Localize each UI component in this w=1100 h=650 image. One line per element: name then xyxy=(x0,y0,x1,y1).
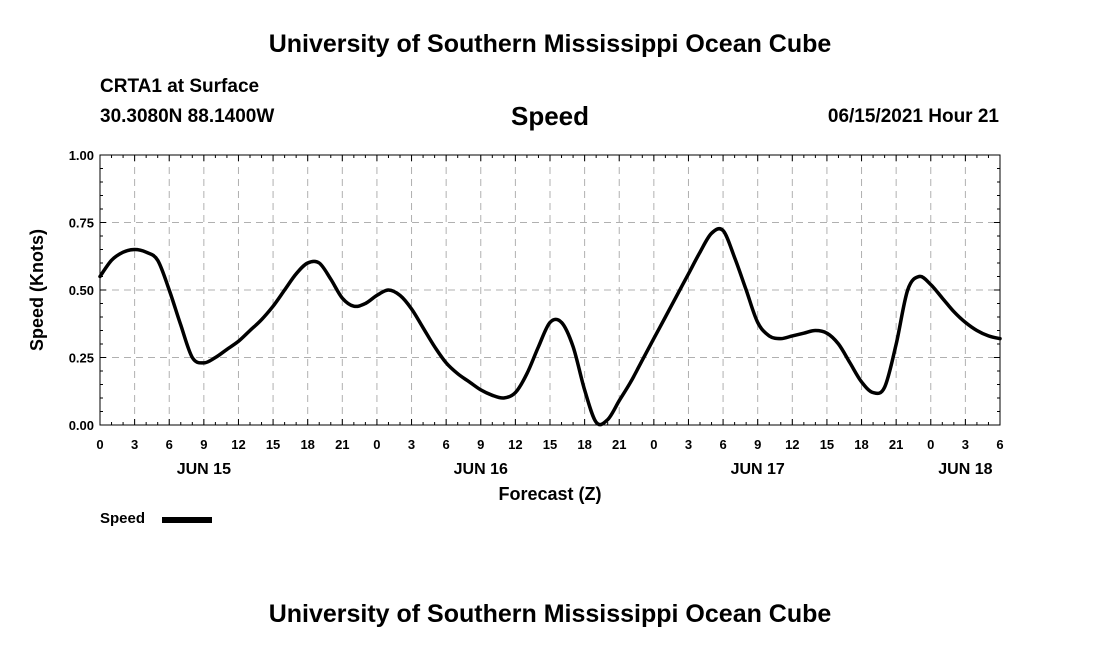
x-tick-label: 3 xyxy=(962,437,969,452)
x-tick-label: 15 xyxy=(266,437,280,452)
x-tick-label: 6 xyxy=(719,437,726,452)
x-tick-label: 21 xyxy=(335,437,349,452)
date-label: JUN 18 xyxy=(938,461,992,478)
y-tick-label: 1.00 xyxy=(69,148,94,163)
tick-layer xyxy=(99,154,1001,426)
x-axis-label: Forecast (Z) xyxy=(498,484,601,504)
x-tick-label: 0 xyxy=(927,437,934,452)
forecast-datetime: 06/15/2021 Hour 21 xyxy=(827,106,999,127)
x-tick-label: 15 xyxy=(543,437,557,452)
x-tick-label: 18 xyxy=(577,437,591,452)
bottom-title: University of Southern Mississippi Ocean… xyxy=(268,600,832,628)
x-tick-label: 6 xyxy=(166,437,173,452)
x-tick-label: 18 xyxy=(854,437,868,452)
x-tick-label: 21 xyxy=(889,437,903,452)
station-label: CRTA1 at Surface xyxy=(100,76,260,97)
x-tick-label: 18 xyxy=(300,437,314,452)
legend-label: Speed xyxy=(100,510,146,527)
x-tick-label: 6 xyxy=(996,437,1003,452)
x-tick-label: 3 xyxy=(685,437,692,452)
date-label: JUN 15 xyxy=(177,461,231,478)
x-tick-label: 0 xyxy=(373,437,380,452)
y-tick-label: 0.75 xyxy=(69,216,94,231)
x-tick-label: 12 xyxy=(785,437,799,452)
x-tick-label: 0 xyxy=(650,437,657,452)
speed-series-line xyxy=(98,226,1002,427)
y-tick-label: 0.50 xyxy=(69,283,94,298)
x-tick-label: 21 xyxy=(612,437,626,452)
plot-title: Speed xyxy=(510,101,590,131)
label-layer: 0 3 6 9 12 15 18 21 0 3 6 9 12 15 18 21 0 3 6 9 12 15 18 21 0 3 6 0… xyxy=(69,148,1004,478)
y-axis-label: Speed (Knots) xyxy=(27,229,47,351)
x-tick-label: 6 xyxy=(443,437,450,452)
y-tick-label: 0.25 xyxy=(69,351,94,366)
date-label: JUN 17 xyxy=(731,461,785,478)
date-label: JUN 16 xyxy=(454,461,508,478)
x-tick-label: 9 xyxy=(200,437,207,452)
x-tick-label: 3 xyxy=(408,437,415,452)
y-tick-label: 0.00 xyxy=(69,418,94,433)
x-tick-label: 9 xyxy=(754,437,761,452)
x-tick-label: 12 xyxy=(508,437,522,452)
x-tick-label: 15 xyxy=(820,437,834,452)
x-tick-label: 12 xyxy=(231,437,245,452)
x-tick-label: 3 xyxy=(131,437,138,452)
top-title: University of Southern Mississippi Ocean… xyxy=(268,30,832,58)
x-tick-label: 9 xyxy=(477,437,484,452)
legend-swatch xyxy=(162,517,212,523)
station-coordinates: 30.3080N 88.1400W xyxy=(100,106,275,127)
x-tick-label: 0 xyxy=(96,437,103,452)
grid-layer xyxy=(100,155,1000,425)
